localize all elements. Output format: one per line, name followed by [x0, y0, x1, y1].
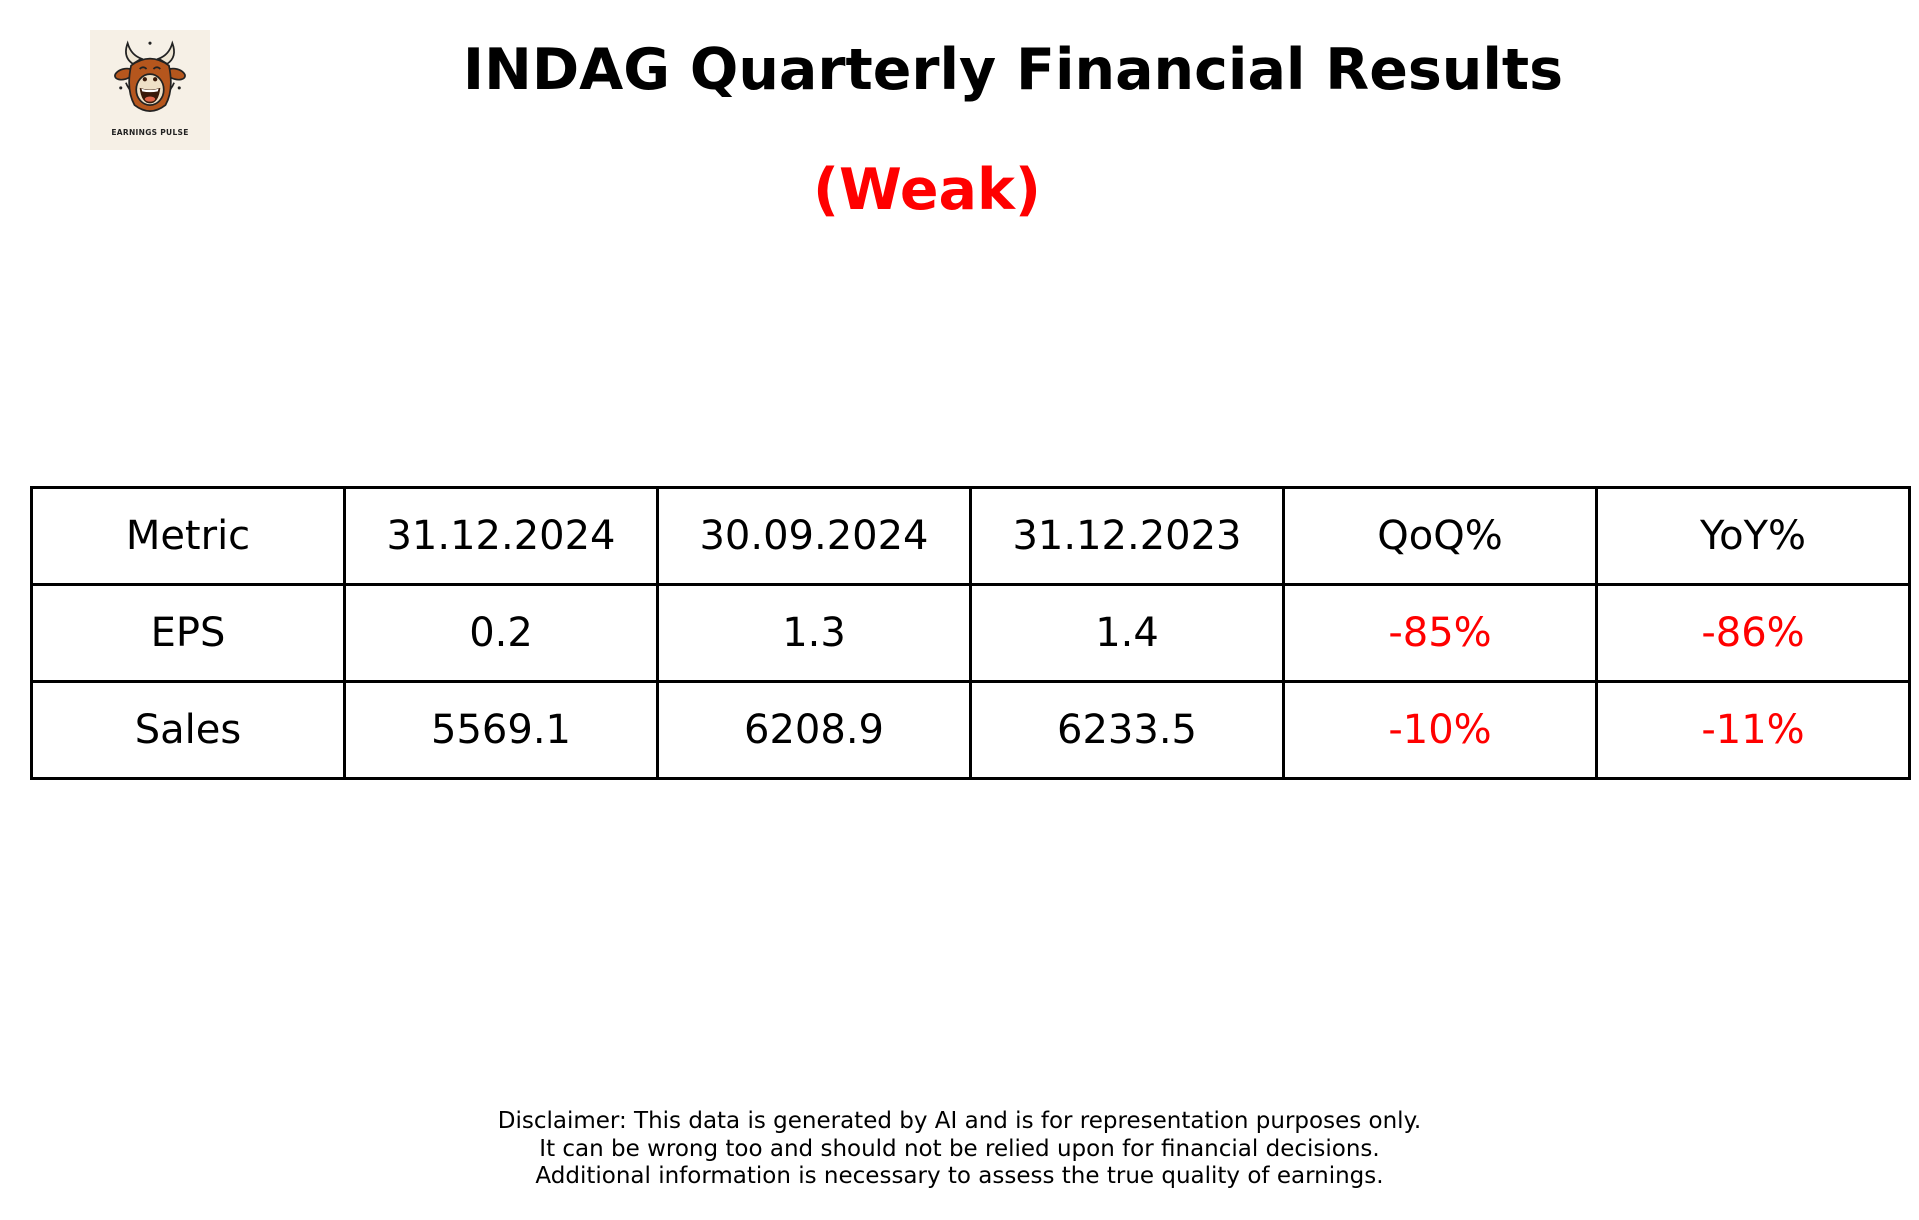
column-header-current-quarter: 31.12.2024 [343, 486, 659, 586]
metric-label: Sales [30, 680, 346, 780]
disclaimer: Disclaimer: This data is generated by AI… [0, 1108, 1919, 1191]
disclaimer-line: Additional information is necessary to a… [535, 1163, 1384, 1189]
column-header-year-ago-quarter: 31.12.2023 [969, 486, 1285, 586]
table-row: Sales 5569.1 6208.9 6233.5 -10% -11% [30, 680, 1911, 780]
metric-label: EPS [30, 583, 346, 683]
value-previous-quarter: 1.3 [656, 583, 972, 683]
bull-mascot-icon [114, 40, 186, 112]
value-year-ago-quarter: 6233.5 [969, 680, 1285, 780]
yoy-change: -11% [1595, 680, 1911, 780]
table-header-row: Metric 31.12.2024 30.09.2024 31.12.2023 … [30, 486, 1911, 586]
value-current-quarter: 5569.1 [343, 680, 659, 780]
column-header-qoq: QoQ% [1282, 486, 1598, 586]
column-header-metric: Metric [30, 486, 346, 586]
value-current-quarter: 0.2 [343, 583, 659, 683]
value-year-ago-quarter: 1.4 [969, 583, 1285, 683]
disclaimer-line: Disclaimer: This data is generated by AI… [497, 1108, 1422, 1134]
disclaimer-line: It can be wrong too and should not be re… [539, 1135, 1380, 1162]
page-title: INDAG Quarterly Financial Results [462, 37, 1564, 103]
table-row: EPS 0.2 1.3 1.4 -85% -86% [30, 583, 1911, 683]
logo-text: EARNINGS PULSE [111, 128, 189, 137]
qoq-change: -85% [1282, 583, 1598, 683]
earnings-pulse-logo: EARNINGS PULSE [90, 30, 210, 150]
qoq-change: -10% [1282, 680, 1598, 780]
rating-label: (Weak) [813, 157, 1041, 223]
column-header-previous-quarter: 30.09.2024 [656, 486, 972, 586]
yoy-change: -86% [1595, 583, 1911, 683]
value-previous-quarter: 6208.9 [656, 680, 972, 780]
results-table: Metric 31.12.2024 30.09.2024 31.12.2023 … [30, 486, 1911, 780]
column-header-yoy: YoY% [1595, 486, 1911, 586]
